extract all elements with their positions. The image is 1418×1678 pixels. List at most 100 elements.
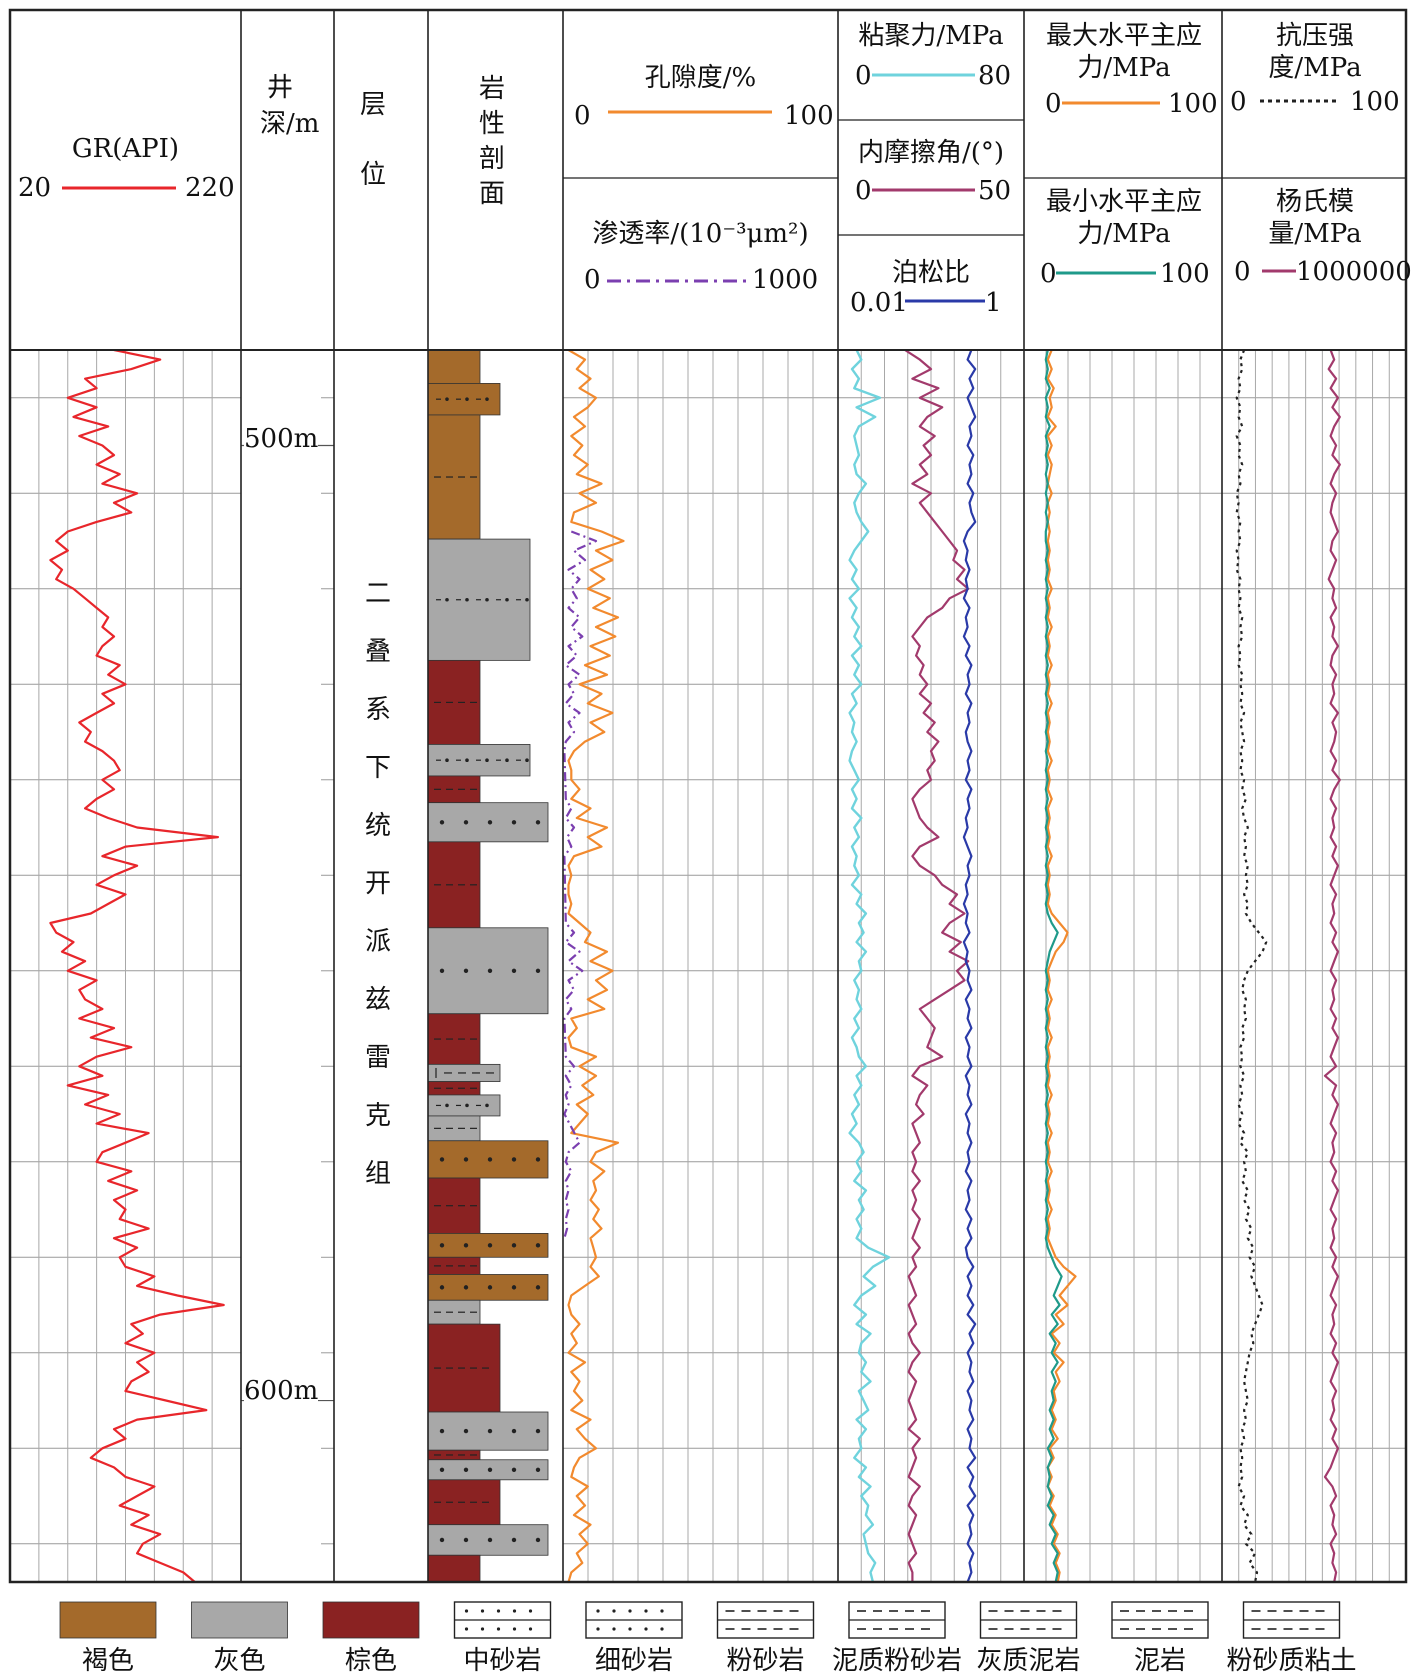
gr-curve [49, 350, 225, 1582]
symbol-dot [463, 820, 469, 825]
lithology-header-title: 岩性剖面 [478, 74, 505, 209]
lithology-symbol [439, 1428, 541, 1434]
gr-header-title: GR(API) [71, 134, 180, 164]
lithology-symbol [439, 1157, 541, 1162]
legend-pattern-fine [585, 1601, 683, 1639]
lithology-symbol [439, 968, 541, 973]
legend-pattern-dot [660, 1627, 664, 1631]
legend-pattern-dot [464, 1609, 469, 1613]
legend-pattern-dot [528, 1609, 533, 1613]
cohesion-header-min: 0 [855, 61, 872, 91]
legend-pattern-dot [612, 1609, 616, 1613]
porosity-header-title: 孔隙度/% [644, 63, 757, 93]
legend-swatch-brown [59, 1601, 157, 1639]
legend-label: 灰色 [213, 1646, 266, 1676]
legend-label: 中砂岩 [463, 1646, 542, 1676]
symbol-dot [511, 1157, 517, 1162]
legend-pattern-muddy-silt [848, 1601, 946, 1639]
porosity-header-max: 100 [784, 101, 834, 131]
friction-header-title: 内摩擦角/(°) [857, 138, 1005, 168]
depth-header-title: 井深/m [260, 73, 320, 139]
shmin-curve [1044, 350, 1063, 1582]
legend-pattern-dot [512, 1627, 517, 1631]
symbol-dot [439, 820, 445, 825]
porosity-curve [567, 350, 625, 1582]
lithology-symbol [439, 820, 541, 825]
symbol-dot [535, 1157, 541, 1162]
symbol-dot [439, 1537, 445, 1543]
symbol-dot [445, 1103, 449, 1108]
lithology-bed [427, 349, 481, 384]
lithology-symbol [436, 1103, 489, 1108]
legend-label: 灰质泥岩 [976, 1646, 1081, 1676]
symbol-dot [511, 1537, 517, 1543]
symbol-dot [487, 1537, 493, 1543]
ucs-header-max: 100 [1350, 87, 1400, 117]
symbol-dot [463, 968, 469, 973]
symbol-dot [445, 758, 449, 762]
lithology-symbol [436, 597, 529, 602]
outer-frame [8, 8, 1408, 1584]
symbol-dot [463, 1157, 469, 1162]
legend-pattern-dot [660, 1609, 664, 1613]
horizon-header-title: 层位 [359, 90, 386, 190]
youngs-curve [1323, 350, 1341, 1582]
symbol-dot [487, 968, 493, 973]
legend-pattern-dot [628, 1609, 632, 1613]
symbol-dot [505, 597, 509, 602]
symbol-dot [465, 1103, 469, 1108]
legend-pattern-dot [464, 1627, 469, 1631]
symbol-dot [535, 820, 541, 825]
symbol-dot [525, 758, 529, 762]
legend-pattern-dot [480, 1609, 485, 1613]
symbol-dot [463, 1285, 469, 1290]
legend-label: 褐色 [81, 1646, 134, 1676]
poisson-header-min: 0.01 [850, 288, 908, 318]
ucs-header-title: 抗压强度/MPa [1268, 21, 1362, 83]
symbol-dot [487, 1157, 493, 1162]
symbol-dot [487, 1285, 493, 1290]
symbol-dot [487, 1243, 493, 1248]
legend-pattern-mud [1111, 1601, 1209, 1639]
poisson-header-title: 泊松比 [891, 258, 970, 288]
legend-pattern-dot [496, 1609, 501, 1613]
youngs-header-title: 杨氏模量/MPa [1268, 187, 1362, 249]
formation-label: 二叠系下统开派兹雷克组 [364, 579, 391, 1189]
shmin-header-min: 0 [1040, 259, 1057, 289]
shmax-header-max: 100 [1168, 89, 1218, 119]
shmax-header-title: 最大水平主应力/MPa [1045, 21, 1202, 83]
lithology-symbol [439, 1285, 541, 1290]
curves-layer [49, 350, 1341, 1582]
legend-pattern-dot [628, 1627, 632, 1631]
lithology-symbol [436, 758, 529, 762]
shmax-curve [1046, 350, 1077, 1582]
symbol-dot [463, 1243, 469, 1248]
symbol-dot [463, 1467, 469, 1472]
lithology-symbol [439, 1537, 541, 1543]
legend-pattern-dot [512, 1609, 517, 1613]
porosity-header-min: 0 [574, 101, 591, 131]
ucs-curve [1235, 350, 1268, 1582]
lithology-symbol [435, 1067, 494, 1078]
legend-pattern-dot [496, 1627, 501, 1631]
legend-pattern-dot [644, 1627, 648, 1631]
symbol-dot [511, 1467, 517, 1472]
legend-pattern-dot [528, 1627, 533, 1631]
lithology-symbol [436, 397, 489, 401]
symbol-dot [511, 1285, 517, 1290]
legend-swatch-maroon [322, 1601, 420, 1639]
symbol-dot [463, 1537, 469, 1543]
frame-layer [8, 8, 1408, 1584]
legend-pattern-dot [480, 1627, 485, 1631]
cohesion-header-max: 80 [978, 61, 1012, 91]
poisson-curve [962, 350, 977, 1582]
depth-label-500: 500m [244, 423, 319, 455]
symbol-dot [535, 968, 541, 973]
symbol-dot [439, 1467, 445, 1472]
symbol-dot [535, 1537, 541, 1543]
symbol-dot [465, 597, 469, 602]
legend-swatch-gray [191, 1601, 288, 1639]
youngs-header-max: 1000000 [1296, 257, 1412, 287]
legend-pattern-silty-clay [1242, 1601, 1341, 1639]
shmin-header-max: 100 [1160, 259, 1210, 289]
